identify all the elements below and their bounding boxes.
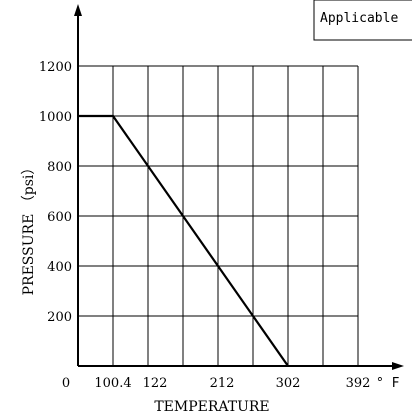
axes bbox=[74, 4, 404, 370]
y-tick-label-2: 600 bbox=[47, 210, 72, 225]
series-line-0 bbox=[78, 114, 289, 367]
tick-labels: 200 400 600 800 1000 1200 100.4 122 212 302 392 bbox=[39, 60, 371, 391]
x-axis-arrow bbox=[392, 362, 404, 370]
series bbox=[78, 114, 289, 367]
x-tick-label-0: 100.4 bbox=[94, 376, 131, 391]
y-tick-label-1: 400 bbox=[47, 260, 72, 275]
y-tick-label-5: 1200 bbox=[39, 60, 72, 75]
x-tick-label-3: 302 bbox=[276, 376, 301, 391]
x-axis-unit: ° F bbox=[376, 376, 400, 391]
y-tick-label-3: 800 bbox=[47, 160, 72, 175]
y-axis-arrow bbox=[74, 4, 82, 16]
x-axis-title: TEMPERATURE bbox=[154, 399, 269, 415]
y-tick-label-4: 1000 bbox=[39, 110, 72, 125]
y-axis-title: PRESSURE （psi） bbox=[21, 161, 37, 296]
x-tick-label-2: 212 bbox=[210, 376, 235, 391]
legend: Applicable bbox=[313, 0, 412, 41]
x-tick-label-1: 122 bbox=[143, 376, 168, 391]
origin-label: 0 bbox=[62, 376, 70, 391]
legend-label: Applicable bbox=[320, 11, 398, 26]
y-tick-label-0: 200 bbox=[47, 310, 72, 325]
grid bbox=[78, 65, 359, 366]
x-tick-label-4: 392 bbox=[346, 376, 371, 391]
legend-box bbox=[313, 0, 412, 41]
